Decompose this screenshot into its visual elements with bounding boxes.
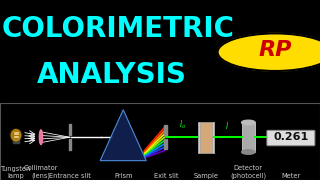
Ellipse shape bbox=[10, 129, 22, 142]
Text: Entrance slit: Entrance slit bbox=[49, 173, 91, 179]
Text: COLORIMETRIC: COLORIMETRIC bbox=[2, 15, 235, 43]
Bar bbox=[242, 122, 255, 152]
Text: Meter: Meter bbox=[281, 173, 300, 179]
Text: Detector
(photocell): Detector (photocell) bbox=[230, 165, 266, 179]
Text: $I_o$: $I_o$ bbox=[180, 118, 187, 131]
Text: RP: RP bbox=[259, 40, 292, 60]
Bar bbox=[164, 139, 167, 149]
Polygon shape bbox=[100, 110, 146, 161]
Ellipse shape bbox=[11, 130, 21, 141]
Bar bbox=[164, 125, 167, 136]
Text: $I$: $I$ bbox=[225, 120, 228, 131]
Bar bbox=[198, 122, 200, 152]
Circle shape bbox=[218, 33, 320, 71]
Text: 0.261: 0.261 bbox=[273, 132, 308, 142]
Ellipse shape bbox=[39, 130, 43, 145]
Text: Prism: Prism bbox=[114, 173, 132, 179]
Text: Collimator
(lens): Collimator (lens) bbox=[24, 165, 58, 179]
Text: Exit slit: Exit slit bbox=[154, 173, 178, 179]
Text: Sample: Sample bbox=[194, 173, 219, 179]
Bar bbox=[69, 124, 71, 135]
Bar bbox=[212, 122, 214, 152]
Ellipse shape bbox=[242, 150, 255, 154]
Bar bbox=[13, 138, 19, 143]
Text: ANALYSIS: ANALYSIS bbox=[37, 61, 187, 89]
Bar bbox=[69, 139, 71, 150]
Bar bbox=[198, 122, 214, 152]
Ellipse shape bbox=[242, 120, 255, 125]
Text: Tungsten
lamp: Tungsten lamp bbox=[1, 166, 31, 179]
FancyBboxPatch shape bbox=[267, 130, 315, 146]
